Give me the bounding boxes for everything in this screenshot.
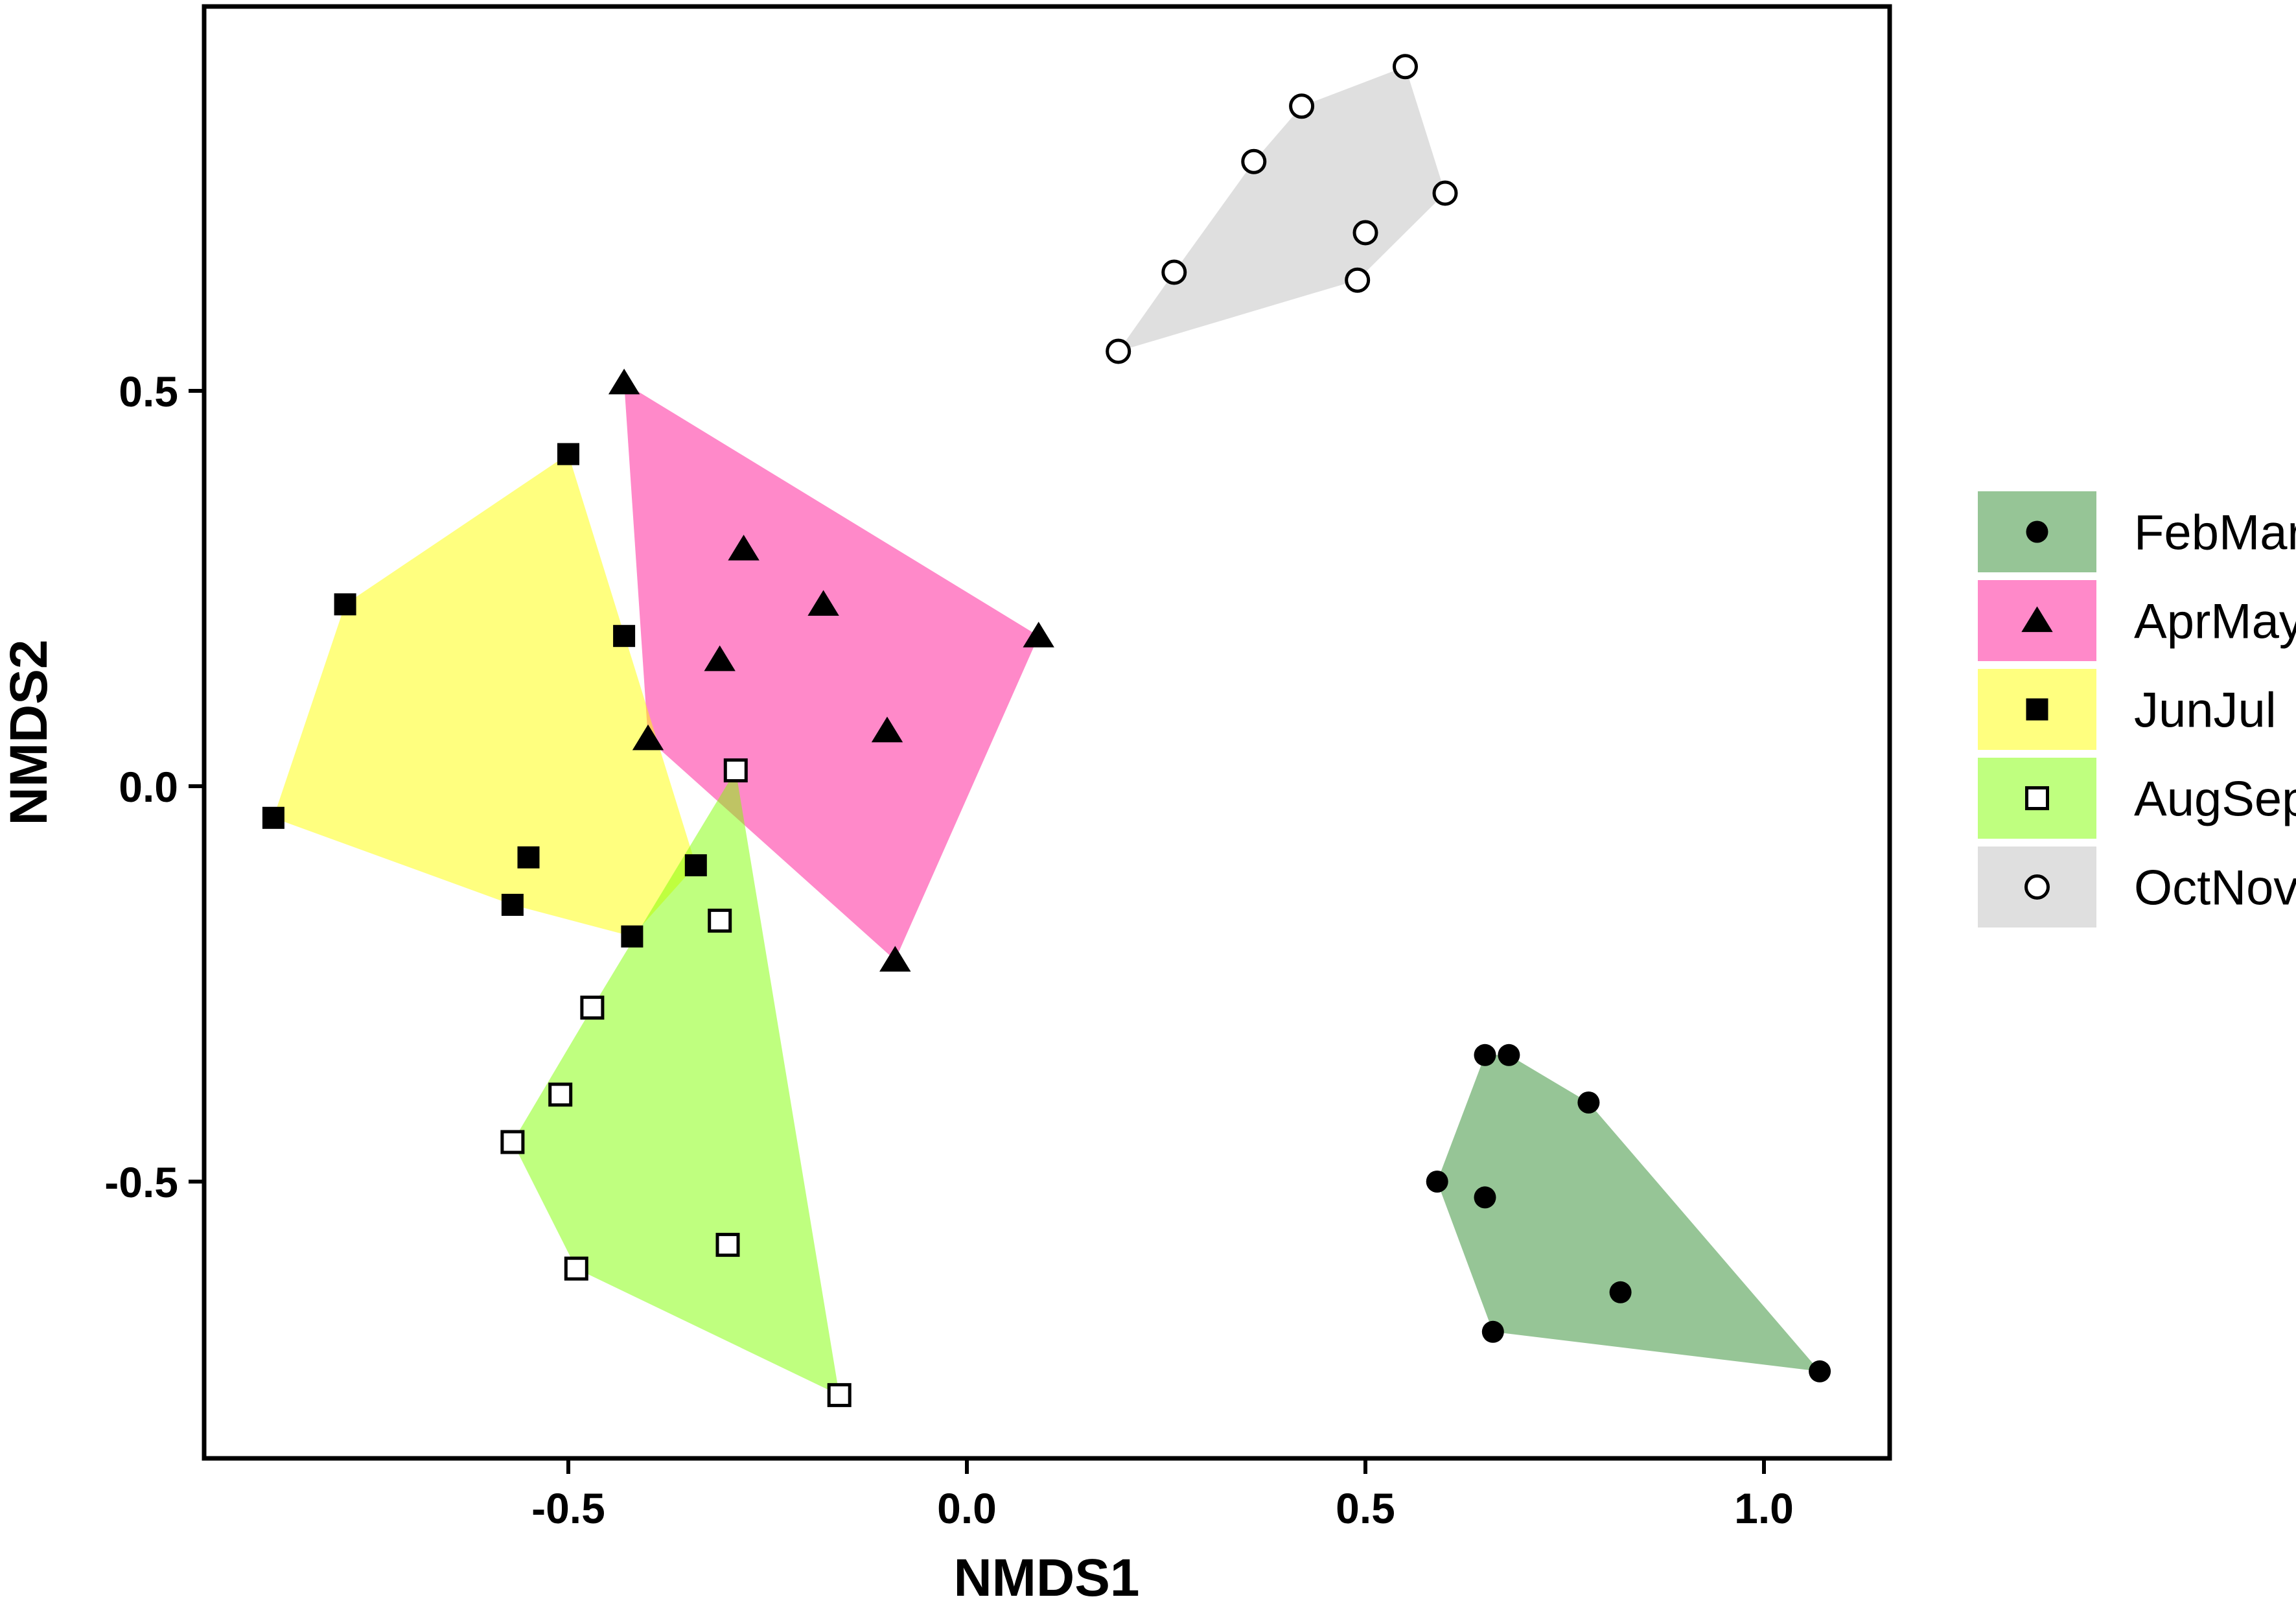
point-aprmay (879, 946, 911, 972)
point-febmar (1426, 1171, 1448, 1193)
point-febmar (1498, 1044, 1520, 1066)
legend-label-junjul: JunJul (2134, 683, 2277, 738)
point-junjul (262, 806, 284, 829)
point-augsep (715, 1233, 740, 1257)
hull-octnov (1118, 66, 1445, 352)
point-octnov (1352, 220, 1378, 246)
legend-label-augsep: AugSep (2134, 772, 2296, 827)
point-febmar (1809, 1360, 1831, 1383)
point-octnov (1241, 148, 1267, 174)
point-augsep (723, 758, 748, 783)
hull-junjul (273, 454, 696, 937)
legend-item-junjul: JunJul (1978, 669, 2277, 750)
legend-marker-aprmay (2021, 606, 2053, 633)
point-junjul (334, 593, 356, 616)
hull-febmar (1437, 1055, 1820, 1371)
x-tick-label: -0.5 (531, 1484, 605, 1532)
point-aprmay (608, 368, 640, 395)
point-junjul (621, 925, 644, 948)
point-aprmay (704, 645, 736, 671)
point-febmar (1474, 1044, 1496, 1066)
point-junjul (684, 854, 707, 876)
point-augsep (500, 1130, 525, 1154)
legend-item-febmar: FebMar (1978, 491, 2296, 572)
point-aprmay (632, 724, 664, 751)
y-tick-label: 0.0 (119, 763, 178, 811)
plot-panel-border (202, 4, 1892, 1461)
point-octnov (1432, 180, 1458, 206)
x-tick-label: 0.5 (1336, 1484, 1395, 1532)
point-febmar (1577, 1091, 1600, 1114)
point-febmar (1474, 1186, 1496, 1209)
legend-label-aprmay: AprMay (2134, 594, 2296, 649)
legend: FebMar AprMay JunJul AugSep OctNov (1978, 491, 2296, 928)
x-tick-label: 1.0 (1734, 1484, 1794, 1532)
x-tick-label: 0.0 (937, 1484, 997, 1532)
legend-marker-augsep (2025, 786, 2049, 810)
y-axis: -0.5 0.0 0.5 (104, 368, 204, 1206)
point-febmar (1609, 1281, 1632, 1303)
legend-item-octnov: OctNov (1978, 846, 2296, 928)
point-octnov (1393, 54, 1418, 80)
hull-augsep (512, 770, 840, 1395)
point-octnov (1345, 267, 1371, 293)
point-junjul (557, 443, 579, 465)
x-axis-title: NMDS1 (953, 1548, 1139, 1599)
point-octnov (1289, 93, 1315, 119)
legend-label-febmar: FebMar (2134, 506, 2296, 561)
legend-marker-junjul (2026, 698, 2048, 721)
point-aprmay (807, 590, 839, 616)
point-junjul (517, 846, 540, 869)
x-axis: -0.5 0.0 0.5 1.0 (531, 1458, 1794, 1532)
point-junjul (613, 625, 636, 648)
point-octnov (1161, 259, 1187, 285)
legend-marker-febmar (2026, 520, 2048, 543)
hull-aprmay (624, 382, 1039, 961)
point-octnov (1106, 338, 1131, 364)
y-tick-label: 0.5 (119, 368, 178, 415)
point-aprmay (871, 716, 903, 743)
point-aprmay (1023, 622, 1054, 648)
hull-layer (273, 66, 1820, 1395)
point-augsep (564, 1256, 588, 1281)
legend-label-octnov: OctNov (2134, 861, 2296, 916)
point-febmar (1481, 1320, 1504, 1343)
point-augsep (708, 908, 732, 933)
point-junjul (501, 894, 524, 916)
legend-item-augsep: AugSep (1978, 758, 2296, 839)
point-augsep (548, 1082, 573, 1107)
legend-item-aprmay: AprMay (1978, 580, 2296, 661)
point-aprmay (728, 535, 760, 561)
point-augsep (580, 996, 605, 1020)
point-augsep (827, 1383, 852, 1407)
y-axis-title: NMDS2 (0, 639, 58, 825)
legend-marker-octnov (2024, 874, 2050, 900)
y-tick-label: -0.5 (104, 1158, 178, 1206)
point-layer (262, 54, 1831, 1407)
